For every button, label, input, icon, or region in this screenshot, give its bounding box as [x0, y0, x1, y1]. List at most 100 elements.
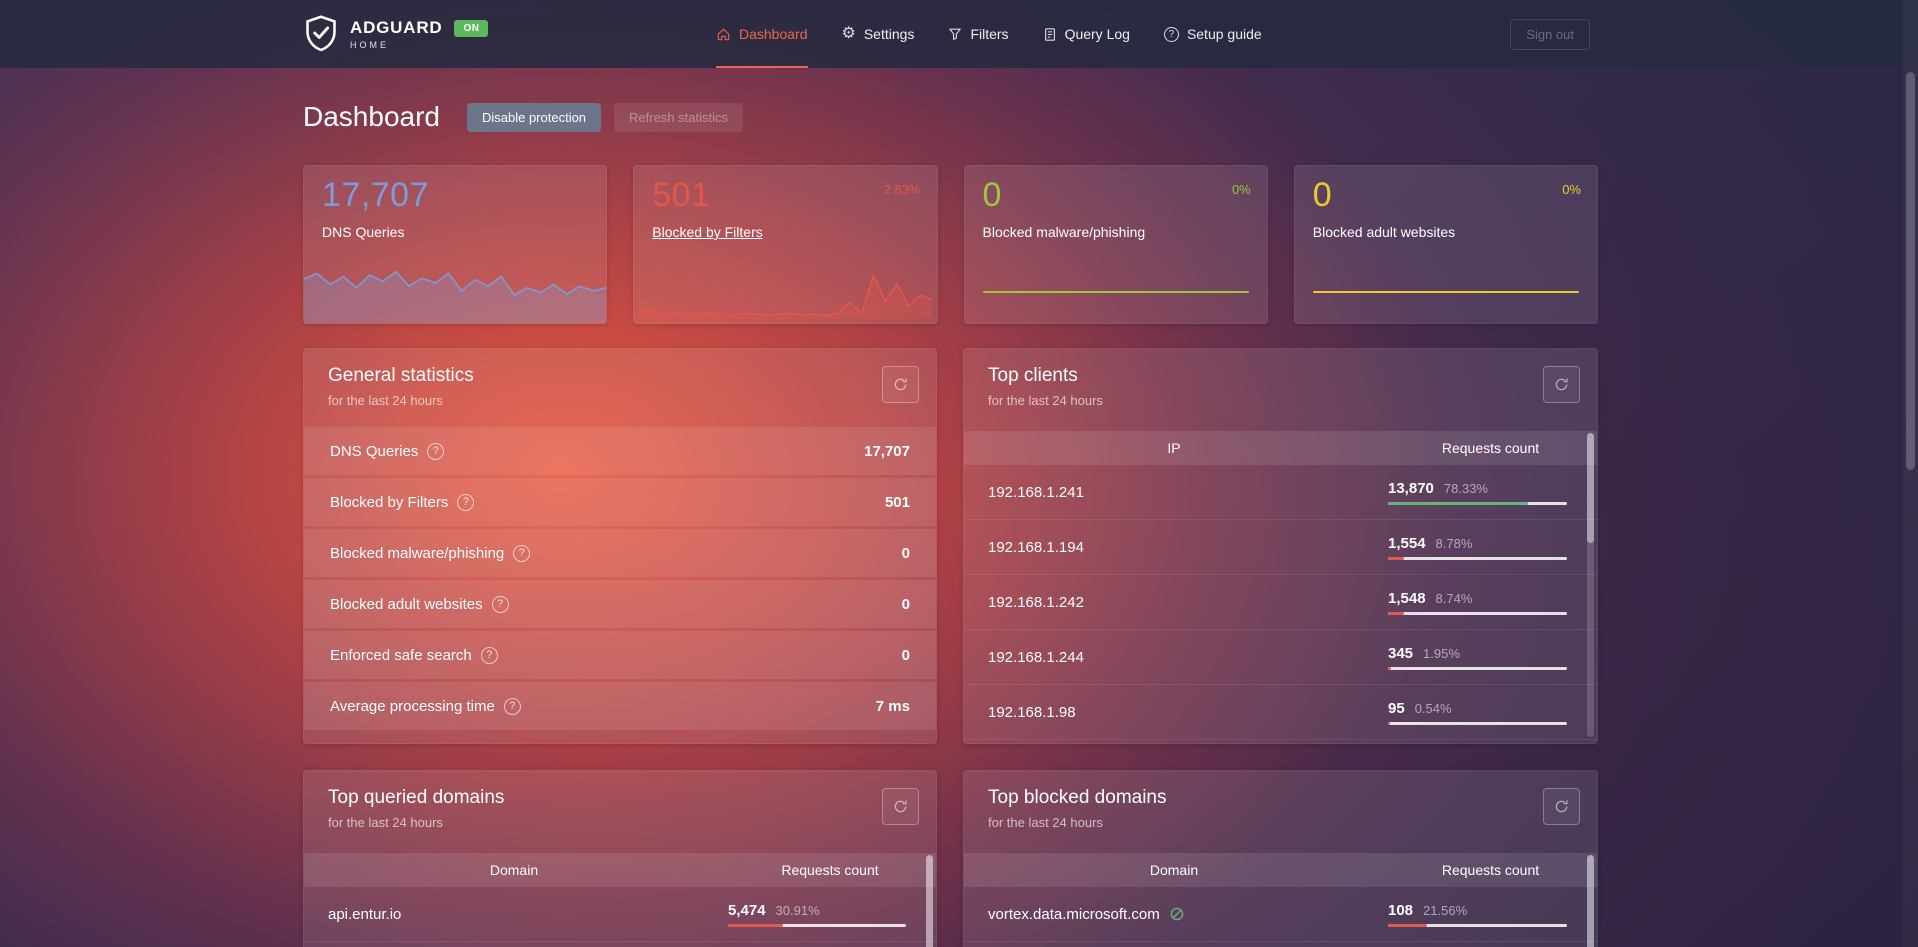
- card-scrollbar-thumb[interactable]: [1587, 433, 1594, 543]
- help-icon[interactable]: ?: [480, 646, 498, 664]
- stat-row-dns-queries: DNS Queries ? 17,707: [304, 427, 936, 475]
- request-count: 95: [1388, 699, 1405, 717]
- request-percent: 78.33%: [1443, 480, 1488, 496]
- main-navigation: Dashboard ⚙ Settings Filters Query Log ?: [716, 0, 1262, 68]
- column-header-requests: Requests count: [1441, 862, 1540, 878]
- help-icon[interactable]: ?: [457, 493, 475, 511]
- card-title: Top blocked domains: [988, 787, 1167, 808]
- card-scrollbar-track[interactable]: [1587, 433, 1594, 737]
- request-percent: 0.54%: [1414, 700, 1452, 716]
- card-scrollbar-thumb[interactable]: [1587, 855, 1594, 947]
- stat-row-blocked-adult: Blocked adult websites ? 0: [304, 580, 936, 628]
- stat-row-label: Average processing time: [330, 697, 495, 715]
- brand-logo[interactable]: ADGUARD ON HOME: [303, 0, 489, 68]
- card-title: General statistics: [328, 365, 474, 386]
- card-subtitle: for the last 24 hours: [988, 815, 1103, 830]
- domain-name: api.entur.io: [304, 906, 724, 923]
- stat-row-safe-search: Enforced safe search ? 0: [304, 631, 936, 679]
- domain-text: vortex.data.microsoft.com: [988, 905, 1160, 923]
- help-icon[interactable]: ?: [503, 697, 521, 715]
- domain-name: vortex.data.microsoft.com: [964, 906, 1384, 923]
- request-count: 13,870: [1388, 479, 1434, 497]
- shield-logo-icon: [303, 14, 339, 54]
- column-header-domain: Domain: [489, 862, 539, 878]
- progress-bar: [1388, 721, 1567, 725]
- progress-bar: [1388, 556, 1567, 560]
- disable-protection-button[interactable]: Disable protection: [466, 102, 602, 132]
- sign-out-button[interactable]: Sign out: [1510, 19, 1590, 50]
- page-title: Dashboard: [303, 101, 440, 132]
- card-scrollbar-track[interactable]: [1587, 855, 1594, 947]
- client-ip: 192.168.1.244: [988, 648, 1084, 666]
- stat-percent: 0%: [1231, 182, 1251, 197]
- nav-item-query-log[interactable]: Query Log: [1043, 0, 1130, 68]
- card-scrollbar-track[interactable]: [926, 855, 933, 947]
- request-percent: 21.56%: [1423, 902, 1468, 918]
- column-header-domain: Domain: [1149, 862, 1199, 878]
- top-blocked-rows: vortex.data.microsoft.com 108 21.56%: [964, 887, 1597, 942]
- nav-item-filters[interactable]: Filters: [948, 0, 1009, 68]
- stat-row-value: 17,707: [864, 442, 910, 460]
- navbar: ADGUARD ON HOME Dashboard ⚙ Settings: [0, 0, 1918, 68]
- nav-label-settings: Settings: [863, 26, 915, 42]
- stat-card-blocked-by-filters: 2.83% 501 Blocked by Filters: [633, 165, 938, 324]
- home-icon: [716, 27, 731, 42]
- nav-item-settings[interactable]: ⚙ Settings: [842, 0, 915, 68]
- refresh-button[interactable]: [882, 366, 919, 403]
- question-icon: ?: [1163, 26, 1179, 42]
- progress-bar: [1388, 611, 1567, 615]
- document-icon: [1043, 27, 1057, 42]
- protection-status-badge: ON: [454, 19, 489, 37]
- blocked-filters-link[interactable]: Blocked by Filters: [652, 224, 763, 240]
- blocked-filters-value: 501: [652, 176, 711, 214]
- page-scrollbar-track[interactable]: [1903, 0, 1918, 947]
- general-statistics-card: General statistics for the last 24 hours…: [303, 348, 937, 744]
- top-queried-rows: api.entur.io 5,474 30.91%: [304, 887, 936, 942]
- client-row: 192.168.1.244 345 1.95%: [964, 630, 1597, 685]
- top-blocked-domains-card: Top blocked domains for the last 24 hour…: [963, 770, 1598, 947]
- nav-item-setup-guide[interactable]: ? Setup guide: [1163, 0, 1262, 68]
- stat-card-dns-queries: 17,707 DNS Queries: [303, 165, 608, 324]
- stat-row-processing-time: Average processing time ? 7 ms: [304, 682, 936, 730]
- stat-row-value: 501: [884, 493, 910, 511]
- help-icon[interactable]: ?: [513, 544, 531, 562]
- request-percent: 1.95%: [1423, 645, 1460, 661]
- stat-row-value: 0: [901, 595, 910, 613]
- stat-card-blocked-adult: 0% 0 Blocked adult websites: [1293, 165, 1598, 324]
- refresh-button[interactable]: [882, 788, 919, 825]
- card-scrollbar-thumb[interactable]: [926, 855, 933, 947]
- card-title: Top queried domains: [328, 787, 505, 808]
- client-ip: 192.168.1.194: [988, 538, 1084, 556]
- request-count: 1,554: [1388, 534, 1426, 552]
- nav-item-dashboard[interactable]: Dashboard: [716, 0, 808, 68]
- client-ip: 192.168.1.241: [988, 483, 1084, 501]
- blocked-malware-label: Blocked malware/phishing: [982, 224, 1146, 240]
- blocked-filters-sparkline: [638, 259, 933, 319]
- card-subtitle: for the last 24 hours: [328, 393, 443, 408]
- stat-percent: 0%: [1562, 182, 1581, 197]
- client-row: 192.168.1.98 95 0.54%: [964, 685, 1597, 740]
- help-icon[interactable]: ?: [491, 595, 509, 613]
- request-count: 1,548: [1388, 589, 1426, 607]
- page-scrollbar-thumb[interactable]: [1906, 72, 1915, 470]
- gear-icon: ⚙: [841, 25, 856, 42]
- stat-row-label: Blocked by Filters: [330, 493, 449, 511]
- refresh-statistics-button[interactable]: Refresh statistics: [614, 102, 744, 132]
- page-header: Dashboard Disable protection Refresh sta…: [303, 100, 744, 134]
- blocked-filter-icon: [1169, 906, 1185, 922]
- client-row: 192.168.1.241 13,870 78.33%: [964, 465, 1597, 520]
- stat-card-blocked-malware: 0% 0 Blocked malware/phishing: [963, 165, 1268, 324]
- refresh-button[interactable]: [1543, 366, 1580, 403]
- progress-bar: [1388, 923, 1567, 927]
- funnel-icon: [948, 27, 962, 41]
- stat-percent: 2.83%: [883, 182, 921, 197]
- column-header-requests: Requests count: [781, 862, 879, 878]
- card-subtitle: for the last 24 hours: [988, 393, 1103, 408]
- refresh-button[interactable]: [1543, 788, 1580, 825]
- help-icon[interactable]: ?: [427, 442, 445, 460]
- client-ip: 192.168.1.98: [988, 703, 1076, 721]
- client-ip: 192.168.1.242: [988, 593, 1084, 611]
- client-row: 192.168.1.194 1,554 8.78%: [964, 520, 1597, 575]
- stat-row-value: 0: [901, 646, 910, 664]
